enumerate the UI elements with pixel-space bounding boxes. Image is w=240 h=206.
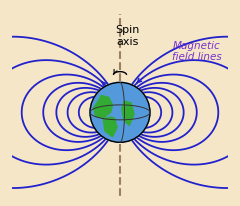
Polygon shape: [103, 117, 117, 137]
Text: Magnetic
field lines: Magnetic field lines: [172, 41, 222, 62]
Polygon shape: [122, 101, 134, 125]
Text: Spin
axis: Spin axis: [115, 25, 140, 47]
Polygon shape: [94, 96, 113, 118]
Circle shape: [90, 82, 150, 142]
